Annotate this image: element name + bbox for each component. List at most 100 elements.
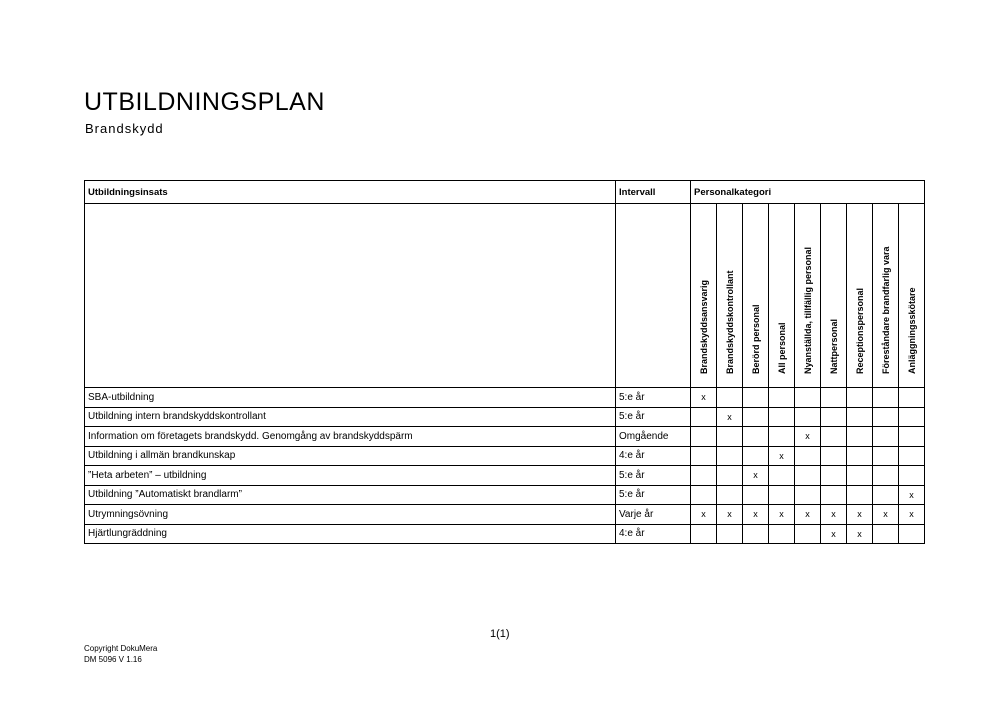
mark-cell: x <box>898 484 925 505</box>
category-header: Receptionspersonal <box>846 203 873 388</box>
insats-cell: ”Heta arbeten” – utbildning <box>84 465 616 486</box>
mark-cell <box>768 465 795 486</box>
mark-cell <box>716 465 743 486</box>
mark-cell: x <box>794 426 821 447</box>
insats-cell: Utbildning i allmän brandkunskap <box>84 445 616 466</box>
category-header: All personal <box>768 203 795 388</box>
insats-cell: SBA-utbildning <box>84 387 616 408</box>
table-row: Utbildning ”Automatiskt brandlarm” 5:e år… <box>84 484 925 505</box>
insats-cell: Utbildning intern brandskyddskontrollant <box>84 406 616 427</box>
mark-cell <box>742 445 769 466</box>
page-number: 1(1) <box>490 628 510 640</box>
mark-cell <box>768 406 795 427</box>
mark-cell <box>716 523 743 544</box>
intervall-cell: 5:e år <box>615 465 691 486</box>
mark-cell <box>872 445 899 466</box>
mark-cell <box>716 484 743 505</box>
mark-cell <box>742 523 769 544</box>
mark-cell <box>690 523 717 544</box>
mark-cell <box>820 426 847 447</box>
page-subtitle: Brandskydd <box>85 121 164 136</box>
mark-cell: x <box>690 504 717 525</box>
intervall-cell: Omgående <box>615 426 691 447</box>
table-row: Utrymningsövning Varje år x x x x x x x x x <box>84 504 925 525</box>
mark-cell <box>794 445 821 466</box>
intervall-cell: 4:e år <box>615 523 691 544</box>
table-row: Hjärtlungräddning 4:e år x x <box>84 523 925 544</box>
mark-cell: x <box>820 504 847 525</box>
training-plan-table: Utbildningsinsats Intervall Personalkate… <box>84 180 925 544</box>
mark-cell <box>846 465 873 486</box>
mark-cell: x <box>820 523 847 544</box>
mark-cell <box>898 445 925 466</box>
mark-cell <box>716 426 743 447</box>
mark-cell <box>794 484 821 505</box>
mark-cell: x <box>898 504 925 525</box>
insats-cell: Utbildning ”Automatiskt brandlarm” <box>84 484 616 505</box>
mark-cell <box>768 523 795 544</box>
blank-header-cell <box>615 203 691 388</box>
category-label: Föreståndare brandfarlig vara <box>880 246 891 374</box>
mark-cell <box>846 445 873 466</box>
mark-cell <box>690 406 717 427</box>
mark-cell <box>872 523 899 544</box>
table-row: Utbildning intern brandskyddskontrollant… <box>84 406 925 427</box>
mark-cell <box>690 465 717 486</box>
category-header: Anläggningsskötare <box>898 203 925 388</box>
mark-cell <box>742 426 769 447</box>
mark-cell: x <box>742 504 769 525</box>
blank-header-cell <box>84 203 616 388</box>
intervall-cell: 4:e år <box>615 445 691 466</box>
mark-cell: x <box>742 465 769 486</box>
mark-cell: x <box>794 504 821 525</box>
mark-cell <box>768 484 795 505</box>
category-label: Nattpersonal <box>828 318 839 374</box>
category-header: Nyanställda, tillfällig personal <box>794 203 821 388</box>
intervall-cell: 5:e år <box>615 406 691 427</box>
insats-cell: Utrymningsövning <box>84 504 616 525</box>
mark-cell: x <box>846 504 873 525</box>
mark-cell <box>898 406 925 427</box>
mark-cell: x <box>846 523 873 544</box>
mark-cell <box>820 406 847 427</box>
category-label: Receptionspersonal <box>854 287 865 374</box>
table-row: ”Heta arbeten” – utbildning 5:e år x <box>84 465 925 486</box>
mark-cell: x <box>768 504 795 525</box>
page-title: UTBILDNINGSPLAN <box>84 88 325 116</box>
mark-cell <box>872 387 899 408</box>
mark-cell: x <box>716 406 743 427</box>
mark-cell <box>742 406 769 427</box>
category-header: Brandskyddsansvarig <box>690 203 717 388</box>
category-header: Nattpersonal <box>820 203 847 388</box>
mark-cell <box>872 426 899 447</box>
mark-cell <box>768 426 795 447</box>
table-row: SBA-utbildning 5:e år x <box>84 387 925 408</box>
mark-cell: x <box>690 387 717 408</box>
category-label: Nyanställda, tillfällig personal <box>802 246 813 374</box>
table-row: Utbildning i allmän brandkunskap 4:e år x <box>84 445 925 466</box>
intervall-cell: Varje år <box>615 504 691 525</box>
category-label: Anläggningsskötare <box>906 287 917 374</box>
mark-cell <box>690 484 717 505</box>
mark-cell <box>846 406 873 427</box>
mark-cell: x <box>768 445 795 466</box>
mark-cell: x <box>716 504 743 525</box>
intervall-cell: 5:e år <box>615 387 691 408</box>
mark-cell <box>846 484 873 505</box>
mark-cell <box>742 387 769 408</box>
mark-cell <box>820 387 847 408</box>
mark-cell <box>768 387 795 408</box>
mark-cell: x <box>872 504 899 525</box>
mark-cell <box>820 465 847 486</box>
mark-cell <box>716 445 743 466</box>
copyright: Copyright DokuMera <box>84 644 158 653</box>
mark-cell <box>820 445 847 466</box>
category-label: Brandskyddsansvarig <box>698 279 709 374</box>
mark-cell <box>794 387 821 408</box>
mark-cell <box>898 426 925 447</box>
footer: Copyright DokuMera DM 5096 V 1.16 <box>84 643 157 665</box>
mark-cell <box>794 465 821 486</box>
document-id: DM 5096 V 1.16 <box>84 655 142 664</box>
mark-cell <box>898 465 925 486</box>
